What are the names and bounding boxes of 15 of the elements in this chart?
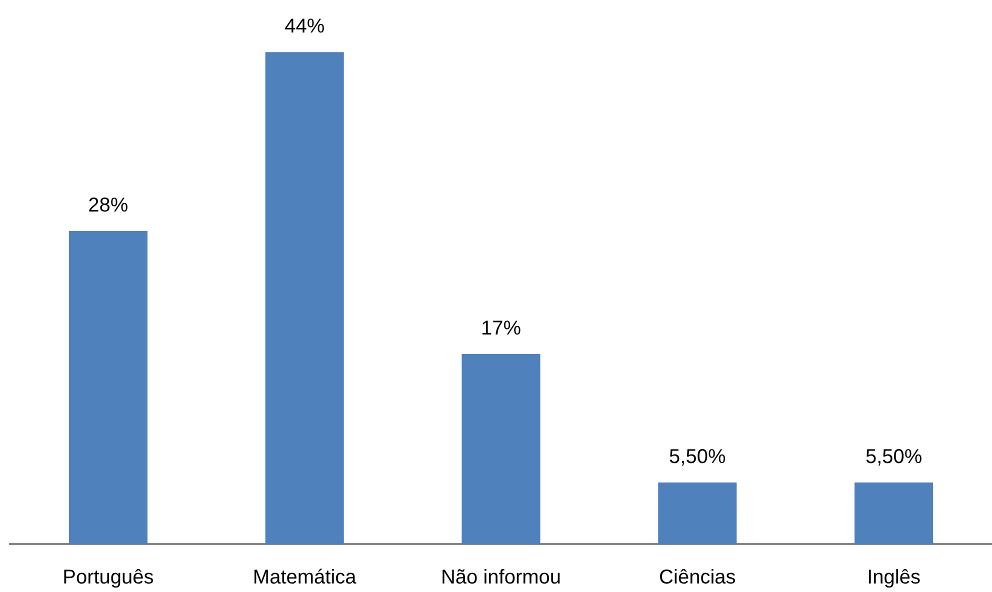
x-tick-label: Não informou — [440, 566, 562, 589]
x-tick-label: Português — [62, 566, 154, 589]
x-tick-label: Matemática — [252, 566, 358, 589]
x-tick-label: Inglês — [867, 566, 920, 589]
data-label: 5,50% — [865, 446, 922, 468]
x-tick-label: Ciências — [659, 566, 736, 589]
bar — [854, 482, 934, 544]
bar — [265, 52, 344, 544]
bar — [658, 482, 737, 544]
data-label: 17% — [480, 317, 522, 340]
bar — [68, 231, 148, 544]
data-label: 28% — [88, 194, 128, 217]
bar — [462, 354, 540, 544]
data-label: 5,50% — [669, 446, 726, 468]
data-label: 44% — [284, 16, 325, 38]
